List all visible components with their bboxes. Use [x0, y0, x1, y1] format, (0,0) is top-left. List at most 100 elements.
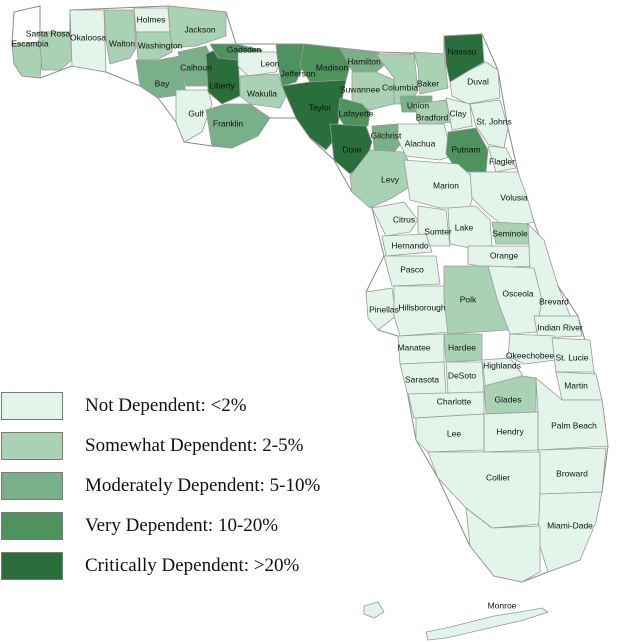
county-alachua: [397, 123, 453, 161]
county-hillsborough: [393, 285, 451, 337]
county-label-sumter: Sumter: [424, 226, 452, 236]
legend-item-very: Very Dependent: 10-20%: [0, 510, 380, 550]
county-label-hamilton: Hamilton: [347, 56, 381, 66]
county-osceola: [487, 265, 543, 335]
county-label-alachua: Alachua: [405, 138, 436, 148]
county-label-gulf: Gulf: [188, 108, 204, 118]
legend-swatch-critical: [1, 552, 63, 580]
legend-label-critical: Critically Dependent: >20%: [85, 555, 300, 576]
county-label-walton: Walton: [109, 38, 135, 48]
county-label-charlotte: Charlotte: [437, 396, 472, 406]
county-label-osceola: Osceola: [502, 288, 533, 298]
county-label-manatee: Manatee: [397, 342, 430, 352]
county-jackson: [167, 5, 227, 49]
keys-island-1: [363, 601, 385, 619]
county-label-gilchrist: Gilchrist: [371, 130, 402, 140]
county-label-santa-rosa: Santa Rosa: [26, 28, 71, 38]
county-label-clay: Clay: [449, 108, 467, 118]
legend-label-none: Not Dependent: <2%: [85, 395, 247, 416]
county-st-lucie: [551, 337, 595, 373]
county-flagler: [487, 145, 517, 173]
county-okaloosa: [69, 9, 107, 73]
legend-label-some: Somewhat Dependent: 2-5%: [85, 435, 304, 456]
county-hernando: [381, 233, 433, 257]
legend-label-moderate: Moderately Dependent: 5-10%: [85, 475, 321, 496]
county-label-sarasota: Sarasota: [405, 374, 439, 384]
county-label-union: Union: [407, 100, 429, 110]
county-label-calhoun: Calhoun: [180, 62, 212, 72]
county-label-hillsborough: Hillsborough: [398, 302, 446, 312]
county-label-pinellas: Pinellas: [369, 304, 399, 314]
county-citrus: [371, 201, 419, 237]
county-lafayette: [337, 97, 371, 129]
county-miami-dade: [537, 491, 603, 573]
legend-item-none: Not Dependent: <2%: [0, 390, 380, 430]
county-label-lake: Lake: [455, 222, 474, 232]
county-label-washington: Washington: [138, 40, 183, 50]
county-label-pasco: Pasco: [400, 264, 424, 274]
county-label-lee: Lee: [447, 428, 461, 438]
county-escambia: [11, 41, 43, 79]
county-label-citrus: Citrus: [393, 214, 415, 224]
county-label-madison: Madison: [316, 62, 348, 72]
county-label-hardee: Hardee: [448, 342, 476, 352]
county-label-glades: Glades: [495, 394, 522, 404]
county-label-monroe: Monroe: [488, 600, 517, 610]
county-label-wakulla: Wakulla: [247, 88, 277, 98]
county-label-suwannee: Suwannee: [340, 84, 380, 94]
county-label-orange: Orange: [490, 250, 519, 260]
county-label-martin: Martin: [564, 380, 588, 390]
county-label-marion: Marion: [433, 180, 459, 190]
county-label-taylor: Taylor: [309, 102, 332, 112]
keys-island-2: [425, 607, 549, 641]
county-label-brevard: Brevard: [539, 296, 569, 306]
county-gilchrist: [371, 123, 405, 153]
county-duval: [449, 61, 501, 105]
legend-swatch-none: [1, 392, 63, 420]
county-label-jackson: Jackson: [184, 24, 215, 34]
legend-swatch-moderate: [1, 472, 63, 500]
county-leon: [237, 51, 281, 77]
county-collier: [427, 451, 541, 529]
legend-item-some: Somewhat Dependent: 2-5%: [0, 430, 380, 470]
county-label-leon: Leon: [261, 58, 280, 68]
county-label-duval: Duval: [467, 76, 489, 86]
county-washington: [135, 31, 173, 61]
county-label-broward: Broward: [556, 468, 588, 478]
county-label-volusia: Volusia: [500, 192, 528, 202]
county-label-okeechobee: Okeechobee: [506, 350, 554, 360]
county-label-miami-dade: Miami-Dade: [547, 520, 593, 530]
county-label-highlands: Highlands: [483, 360, 521, 370]
county-label-jefferson: Jefferson: [281, 68, 316, 78]
county-label-palm-beach: Palm Beach: [551, 420, 597, 430]
county-indian-river: [533, 315, 583, 339]
county-label-collier: Collier: [486, 472, 510, 482]
county-monroe: [465, 507, 541, 583]
county-okeechobee: [507, 333, 557, 365]
county-label-okaloosa: Okaloosa: [70, 32, 106, 42]
county-label-baker: Baker: [417, 78, 439, 88]
county-label-st-johns: St. Johns: [476, 116, 511, 126]
county-label-indian-river: Indian River: [537, 322, 583, 332]
county-label-levy: Levy: [381, 174, 400, 184]
county-franklin: [205, 103, 271, 149]
county-label-bradford: Bradford: [416, 112, 449, 122]
county-label-liberty: Liberty: [209, 80, 235, 90]
county-label-holmes: Holmes: [137, 14, 166, 24]
county-label-columbia: Columbia: [382, 82, 418, 92]
county-label-putnam: Putnam: [451, 144, 480, 154]
county-label-hendry: Hendry: [496, 426, 524, 436]
county-santa-rosa: [37, 31, 73, 71]
county-label-nassau: Nassau: [448, 46, 477, 56]
county-lee: [415, 413, 485, 453]
county-label-hernando: Hernando: [391, 240, 429, 250]
county-label-desoto: DeSoto: [448, 370, 477, 380]
legend-item-critical: Critically Dependent: >20%: [0, 550, 380, 590]
county-clay: [445, 97, 473, 131]
county-walton: [103, 9, 137, 65]
county-label-st-lucie: St. Lucie: [555, 352, 588, 362]
county-glades: [483, 375, 537, 415]
county-label-gadsden: Gadsden: [227, 44, 262, 54]
